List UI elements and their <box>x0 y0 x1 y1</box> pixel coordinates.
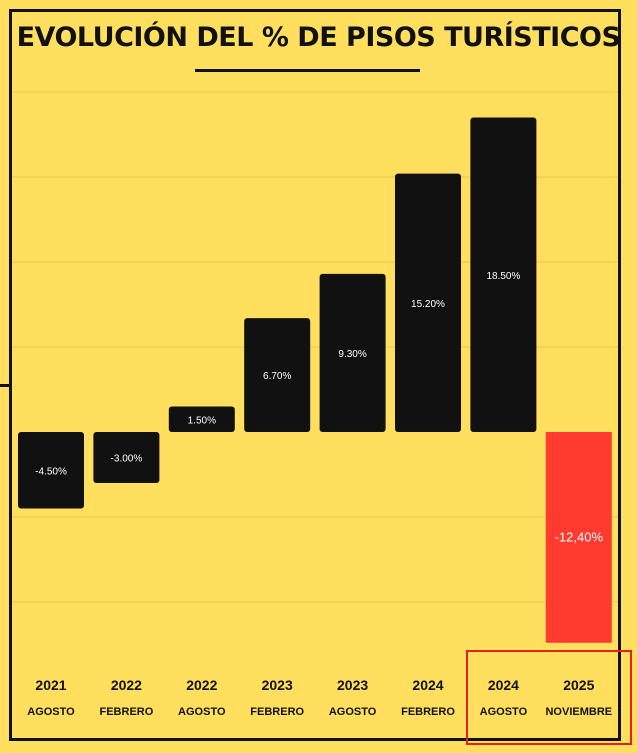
data-label: -12,40% <box>555 529 604 544</box>
bar <box>18 432 84 509</box>
tick-label-month: AGOSTO <box>27 706 75 718</box>
tick-label-month: NOVIEMBRE <box>545 706 612 718</box>
data-label: 15.20% <box>411 299 445 310</box>
frame-tick-mark <box>0 384 12 387</box>
tick-label-year: 2022 <box>186 677 217 693</box>
tick-label-month: AGOSTO <box>480 706 528 718</box>
chart-frame <box>9 9 621 741</box>
data-label: 6.70% <box>263 371 291 382</box>
tick-label-month: AGOSTO <box>329 706 377 718</box>
bar <box>168 406 235 432</box>
bar <box>319 273 386 432</box>
bar <box>93 432 160 483</box>
bar <box>545 432 612 643</box>
title-underline <box>195 69 420 72</box>
bar <box>244 318 311 432</box>
tick-label-month: FEBRERO <box>250 706 304 718</box>
data-label: 1.50% <box>188 415 216 426</box>
tick-label-year: 2024 <box>488 677 519 693</box>
data-label: 18.50% <box>486 271 520 282</box>
tick-label-year: 2025 <box>563 677 594 693</box>
highlight-box <box>466 650 632 745</box>
tick-label-year: 2024 <box>412 677 443 693</box>
data-label: 9.30% <box>338 349 366 360</box>
bar <box>395 173 461 432</box>
tick-label-month: AGOSTO <box>178 706 226 718</box>
tick-label-year: 2023 <box>262 677 293 693</box>
bar <box>470 117 537 432</box>
tick-label-year: 2022 <box>111 677 142 693</box>
data-label: -3.00% <box>111 454 143 465</box>
tick-label-month: FEBRERO <box>100 706 154 718</box>
tick-label-year: 2023 <box>337 677 368 693</box>
tick-label-month: FEBRERO <box>401 706 455 718</box>
data-label: -4.50% <box>35 466 67 477</box>
chart-title: EVOLUCIÓN DEL % DE PISOS TURÍSTICOS <box>16 22 621 53</box>
tick-label-year: 2021 <box>35 677 66 693</box>
